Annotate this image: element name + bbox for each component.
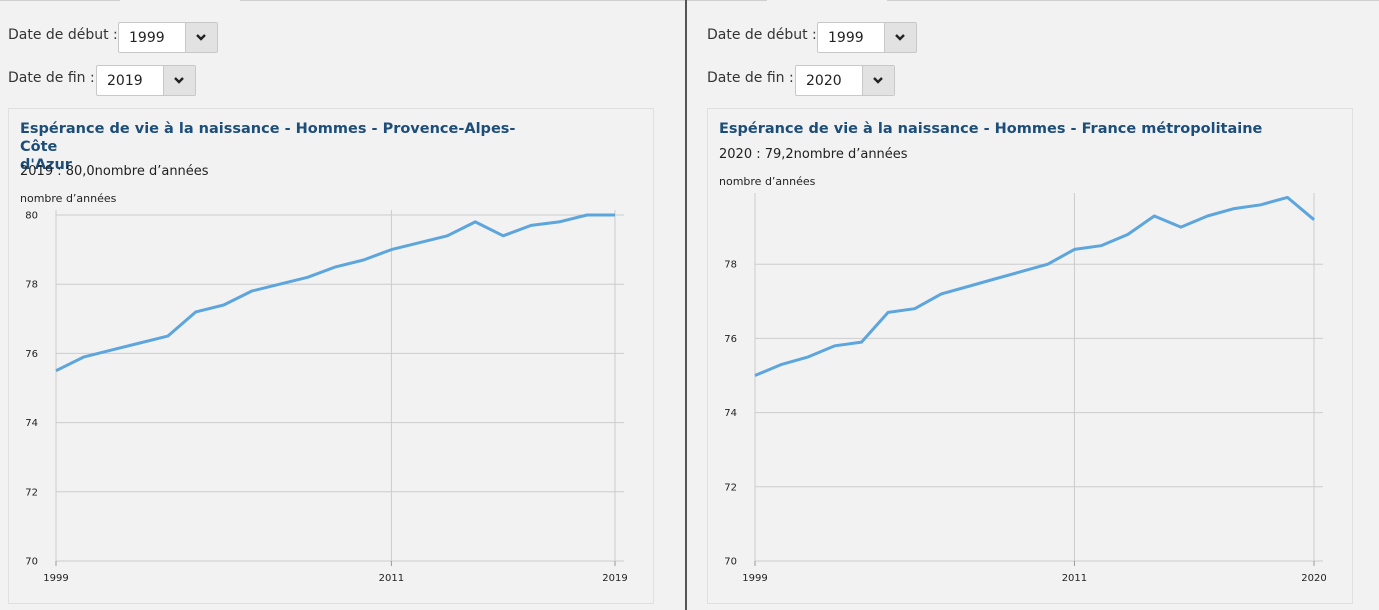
y-tick-label: 74: [724, 408, 737, 419]
chart-subtitle: 2019 : 80,0nombre d’années: [20, 164, 209, 179]
end-date-label: Date de fin :: [707, 70, 794, 86]
y-tick-label: 72: [724, 482, 737, 493]
chart-subtitle: 2020 : 79,2nombre d’années: [719, 147, 908, 162]
dropdown-button[interactable]: [884, 23, 916, 52]
chevron-down-icon: [873, 77, 883, 84]
chevron-down-icon: [196, 34, 206, 41]
end-date-label: Date de fin :: [8, 70, 95, 86]
y-axis-unit-label: nombre d’années: [20, 192, 117, 205]
start-date-value: 1999: [828, 30, 864, 46]
tab-border: [887, 0, 1379, 1]
x-tick-label: 2019: [602, 573, 627, 584]
chart-card: Espérance de vie à la naissance - Hommes…: [8, 108, 654, 604]
x-tick-label: 1999: [43, 573, 68, 584]
dropdown-button[interactable]: [185, 23, 217, 52]
y-tick-label: 72: [25, 487, 38, 498]
left-panel: Date de début : 1999 Date de fin : 2019 …: [0, 0, 685, 610]
dropdown-button[interactable]: [163, 66, 195, 95]
tab-border: [687, 0, 767, 1]
chart-title-line: Espérance de vie à la naissance - Hommes…: [20, 121, 516, 155]
start-date-select[interactable]: 1999: [118, 22, 218, 53]
y-tick-label: 80: [25, 211, 38, 222]
start-date-select[interactable]: 1999: [817, 22, 917, 53]
chart-title-line: d'Azur: [20, 157, 72, 173]
y-axis-unit-label: nombre d’années: [719, 175, 816, 188]
y-tick-label: 78: [724, 260, 737, 271]
dropdown-button[interactable]: [862, 66, 894, 95]
end-date-select[interactable]: 2019: [96, 65, 196, 96]
y-tick-label: 76: [25, 349, 38, 360]
y-tick-label: 70: [724, 557, 737, 568]
series-line: [55, 213, 615, 373]
line-chart: 70 72 74 76 78 1999 2011 2020: [724, 193, 1327, 584]
panel-divider: [685, 0, 687, 610]
end-date-value: 2019: [107, 73, 143, 89]
x-tick-label: 1999: [742, 573, 767, 584]
y-tick-label: 70: [25, 557, 38, 568]
end-date-select[interactable]: 2020: [795, 65, 895, 96]
x-tick-label: 2020: [1301, 573, 1326, 584]
line-chart: 70 72 74 76 78 80 1999 2011 2019: [25, 210, 628, 584]
x-tick-label: 2011: [379, 573, 404, 584]
chart-title: Espérance de vie à la naissance - Hommes…: [20, 120, 540, 174]
start-date-label: Date de début :: [707, 27, 817, 43]
right-panel: Date de début : 1999 Date de fin : 2020 …: [687, 0, 1379, 610]
chevron-down-icon: [174, 77, 184, 84]
series-line: [754, 195, 1315, 377]
chevron-down-icon: [895, 34, 905, 41]
end-date-value: 2020: [806, 73, 842, 89]
y-tick-label: 74: [25, 418, 38, 429]
y-tick-label: 76: [724, 334, 737, 345]
y-tick-label: 78: [25, 280, 38, 291]
chart-title: Espérance de vie à la naissance - Hommes…: [719, 121, 1263, 137]
tab-border: [240, 0, 685, 1]
start-date-label: Date de début :: [8, 27, 118, 43]
tab-border: [0, 0, 120, 1]
chart-card: Espérance de vie à la naissance - Hommes…: [707, 108, 1353, 604]
start-date-value: 1999: [129, 30, 165, 46]
x-tick-label: 2011: [1062, 573, 1087, 584]
